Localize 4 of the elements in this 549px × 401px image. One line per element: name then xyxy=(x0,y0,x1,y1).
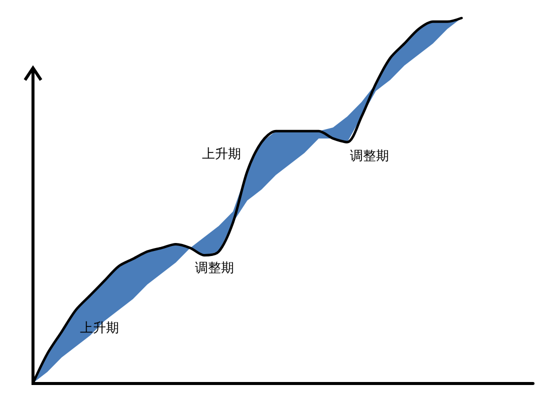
annotation: 上升期 xyxy=(202,147,241,162)
annotation: 上升期 xyxy=(80,321,119,336)
annotation: 调整期 xyxy=(195,261,234,276)
annotation: 调整期 xyxy=(350,149,389,164)
